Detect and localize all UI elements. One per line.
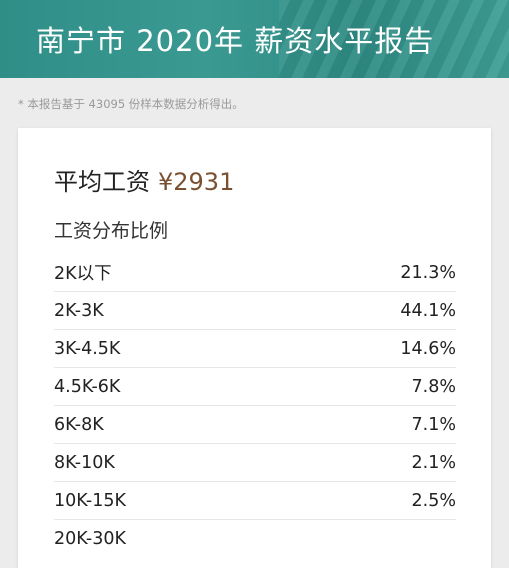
distribution-list: 2K以下 21.3% 2K-3K 44.1% 3K-4.5K 14.6% 4.5…	[54, 254, 456, 557]
salary-range: 20K-30K	[54, 528, 126, 549]
list-item: 6K-8K 7.1%	[54, 406, 456, 444]
list-item: 2K以下 21.3%	[54, 254, 456, 292]
salary-range: 10K-15K	[54, 490, 126, 511]
average-salary-value: ¥2931	[158, 168, 235, 196]
list-item: 4.5K-6K 7.8%	[54, 368, 456, 406]
salary-percent: 2.1%	[411, 452, 456, 473]
report-header: 南宁市 2020年 薪资水平报告	[0, 0, 509, 78]
header-title: 南宁市 2020年 薪资水平报告	[36, 24, 435, 58]
list-item: 10K-15K 2.5%	[54, 482, 456, 520]
list-item: 20K-30K	[54, 520, 456, 557]
average-salary: 平均工资 ¥2931	[54, 162, 234, 197]
salary-range: 3K-4.5K	[54, 338, 121, 359]
salary-range: 4.5K-6K	[54, 376, 121, 397]
sample-note: * 本报告基于 43095 份样本数据分析得出。	[18, 97, 244, 111]
salary-range: 8K-10K	[54, 452, 115, 473]
salary-percent: 21.3%	[400, 262, 456, 283]
salary-percent: 2.5%	[411, 490, 456, 511]
salary-range: 6K-8K	[54, 414, 104, 435]
list-item: 3K-4.5K 14.6%	[54, 330, 456, 368]
average-salary-label: 平均工资	[54, 168, 150, 196]
distribution-title: 工资分布比例	[54, 220, 169, 242]
salary-percent: 7.8%	[411, 376, 456, 397]
salary-range: 2K以下	[54, 264, 112, 284]
list-item: 8K-10K 2.1%	[54, 444, 456, 482]
salary-percent: 44.1%	[400, 300, 456, 321]
salary-range: 2K-3K	[54, 300, 104, 321]
salary-card: 平均工资 ¥2931 工资分布比例 2K以下 21.3% 2K-3K 44.1% …	[18, 128, 491, 568]
salary-percent: 7.1%	[411, 414, 456, 435]
salary-percent: 14.6%	[400, 338, 456, 359]
list-item: 2K-3K 44.1%	[54, 292, 456, 330]
